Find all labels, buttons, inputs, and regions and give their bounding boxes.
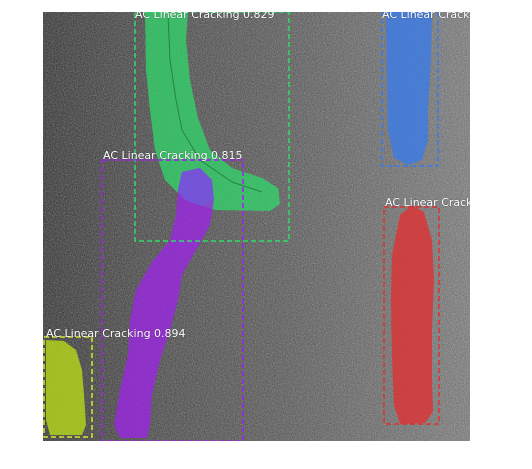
bbox-green — [134, 12, 290, 242]
bbox-red — [383, 206, 440, 425]
bbox-blue — [381, 12, 439, 167]
crack-mask-purple — [114, 168, 214, 438]
crack-mask-blue — [386, 12, 432, 165]
crack-mask-red — [391, 205, 434, 424]
crack-line-green — [167, 13, 263, 193]
crack-mask-yellow — [46, 340, 86, 435]
bbox-purple — [101, 159, 244, 441]
crack-overlap — [178, 168, 214, 206]
bbox-yellow — [43, 336, 93, 438]
crack-mask-green — [145, 12, 280, 211]
